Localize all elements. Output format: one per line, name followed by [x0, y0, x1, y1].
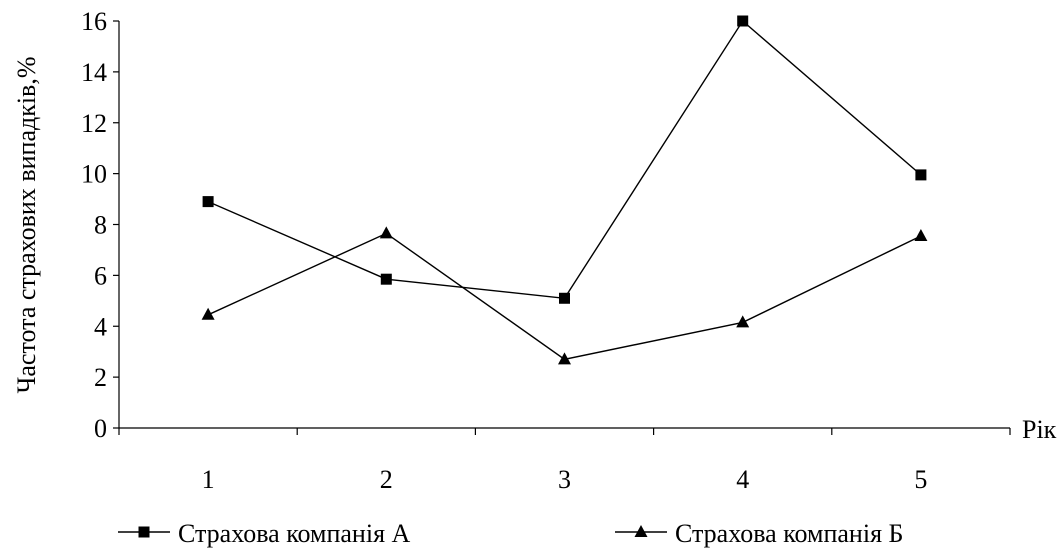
square-point: [915, 169, 927, 181]
legend: Страхова компанія А Страхова компанія Б: [118, 519, 903, 548]
legend-square-icon: [138, 526, 150, 538]
triangle-point: [201, 307, 215, 320]
y-tick-label: 12: [81, 109, 107, 138]
y-tick-label: 10: [81, 160, 107, 189]
y-tick-label: 2: [94, 363, 107, 392]
y-tick-label: 8: [94, 211, 107, 240]
square-point: [559, 292, 570, 304]
legend-label: Страхова компанія А: [178, 519, 411, 548]
legend-item-1: Страхова компанія А: [118, 519, 411, 548]
square-point: [380, 273, 392, 285]
x-tick-label: 1: [202, 465, 215, 494]
triangle-point: [558, 352, 571, 365]
legend-triangle-icon: [634, 525, 648, 537]
triangle-point: [379, 226, 393, 239]
x-tick-label: 4: [736, 465, 749, 494]
y-tick-label: 0: [94, 414, 107, 443]
triangle-point: [736, 315, 750, 328]
y-tick-label: 4: [94, 312, 107, 341]
x-axis-title: Рік: [1022, 415, 1057, 444]
x-tick-label: 3: [558, 465, 571, 494]
y-tick-label: 6: [94, 261, 107, 290]
legend-item-2: Страхова компанія Б: [615, 519, 903, 548]
series-line-1: [207, 19, 922, 300]
y-axis-title: Частота страхових випадків,%: [12, 57, 41, 394]
y-tick-label: 16: [81, 7, 107, 36]
legend-label: Страхова компанія Б: [675, 519, 903, 548]
x-tick-label: 2: [380, 465, 393, 494]
triangle-point: [914, 228, 928, 241]
series-layer: [201, 15, 928, 365]
square-point: [737, 15, 749, 27]
y-tick-label: 14: [81, 58, 107, 87]
square-point: [202, 196, 214, 208]
x-tick-label: 5: [914, 465, 927, 494]
